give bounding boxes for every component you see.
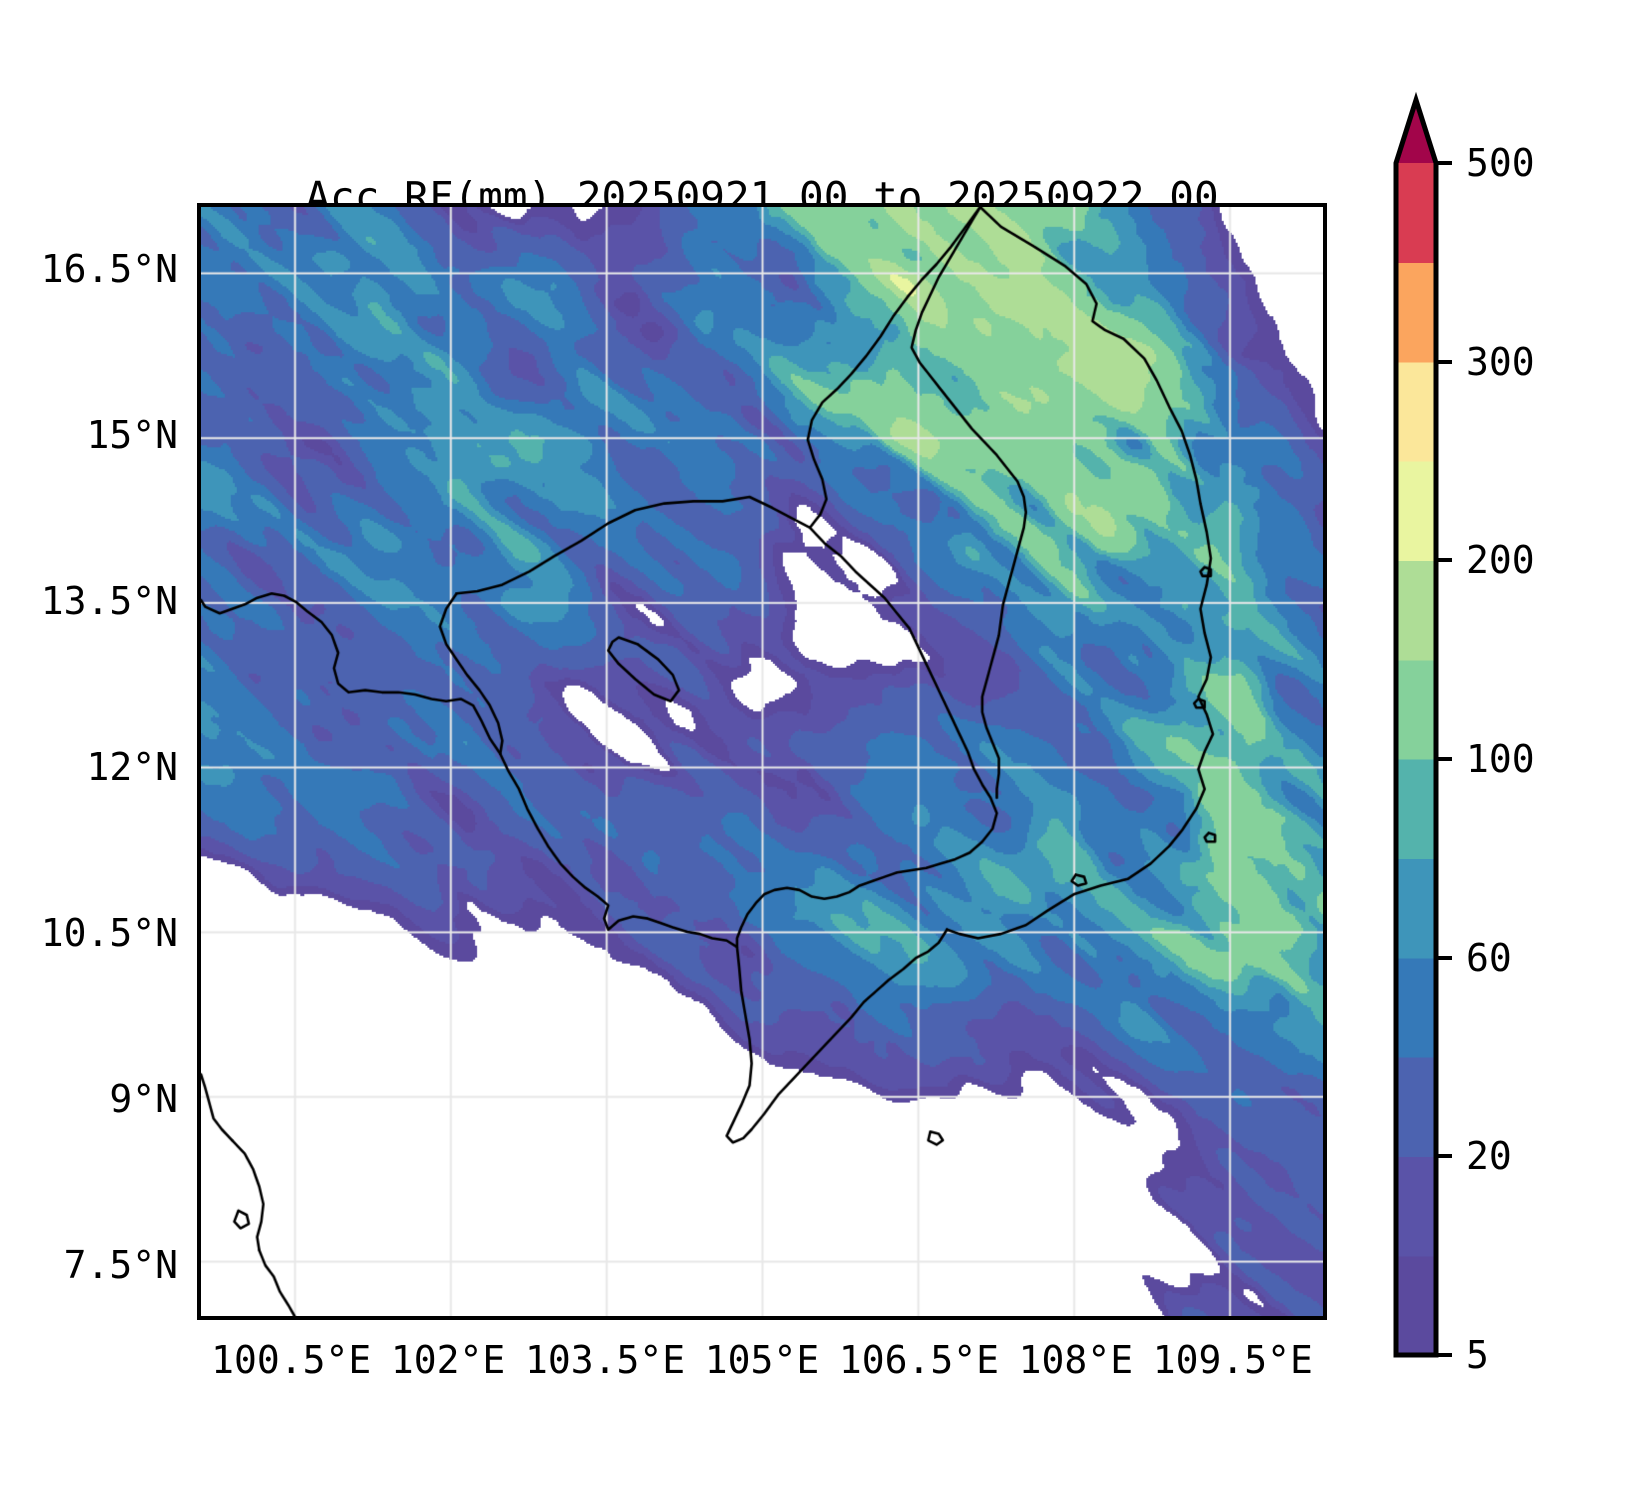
y-tick-label-1: 15°N	[86, 413, 178, 458]
colorbar-tick-mark-6	[1436, 1353, 1452, 1357]
colorbar-tick-label-2: 200	[1466, 538, 1535, 583]
map-plot-area	[197, 203, 1327, 1320]
colorbar-tick-label-5: 20	[1466, 1134, 1512, 1179]
colorbar-tick-mark-2	[1436, 558, 1452, 563]
x-tick-label-2: 103.5°E	[524, 1338, 686, 1382]
y-tick-label-3: 12°N	[86, 745, 178, 790]
colorbar-tick-mark-1	[1436, 359, 1452, 364]
colorbar-tick-label-1: 300	[1466, 339, 1535, 384]
x-tick-label-6: 109.5°E	[1152, 1338, 1313, 1382]
colorbar-tick-label-6: 5	[1466, 1333, 1489, 1377]
y-tick-label-5: 9°N	[109, 1076, 178, 1121]
colorbar-tick-mark-4	[1436, 955, 1452, 960]
x-tick-label-3: 105°E	[704, 1338, 820, 1382]
x-tick-label-0: 100.5°E	[211, 1338, 372, 1382]
colorbar-tick-label-4: 60	[1466, 935, 1512, 980]
colorbar-tick-mark-3	[1436, 757, 1452, 761]
x-tick-label-4: 106.5°E	[838, 1338, 1000, 1382]
x-tick-label-1: 102°E	[390, 1338, 506, 1382]
y-tick-label-2: 13.5°N	[40, 579, 178, 624]
y-tick-label-4: 10.5°N	[40, 910, 178, 955]
colorbar-swatches	[1393, 91, 1439, 1358]
colorbar-tick-label-0: 500	[1466, 141, 1535, 185]
colorbar-tick-label-3: 100	[1466, 737, 1535, 781]
x-tick-label-5: 108°E	[1018, 1338, 1134, 1382]
rainfall-contour-field	[201, 207, 1323, 1316]
y-tick-label-0: 16.5°N	[40, 247, 178, 292]
colorbar	[1393, 91, 1439, 1358]
y-tick-label-6: 7.5°N	[63, 1242, 178, 1287]
colorbar-tick-mark-0	[1436, 161, 1452, 165]
colorbar-tick-mark-5	[1436, 1154, 1452, 1159]
